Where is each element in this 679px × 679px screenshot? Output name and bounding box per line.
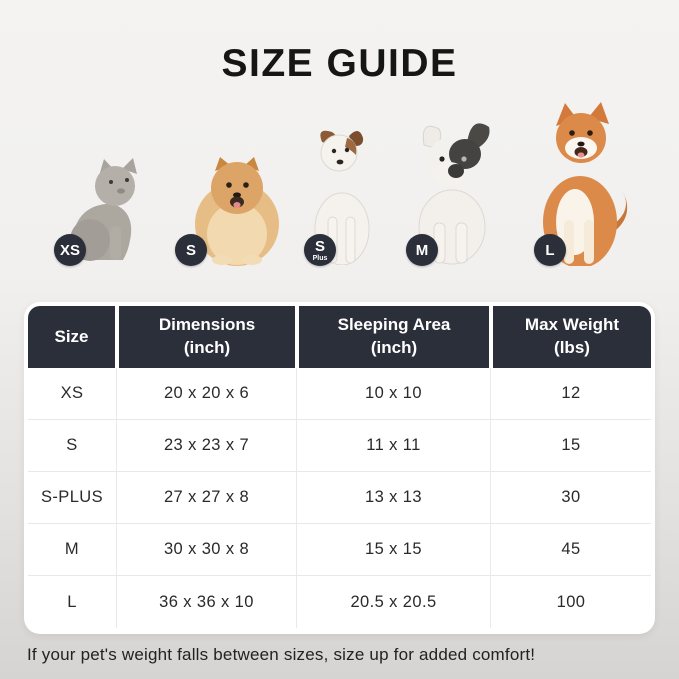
size-badge-s-plus-sublabel: Plus <box>312 254 328 262</box>
size-badge-l-label: L <box>545 241 555 259</box>
cell-size: L <box>28 576 117 628</box>
column-header-dimensions: Dimensions (inch) <box>119 306 295 368</box>
cell-dimensions: 20 x 20 x 6 <box>117 368 297 419</box>
pomeranian-image <box>180 154 295 266</box>
size-badge-xs: XS <box>54 234 86 266</box>
table-row-s-plus: S-PLUS 27 x 27 x 8 13 x 13 30 <box>28 472 651 524</box>
cell-size: M <box>28 524 117 575</box>
size-badge-m: M <box>406 234 438 266</box>
cell-dimensions: 23 x 23 x 7 <box>117 420 297 471</box>
size-badge-s-plus-label: S <box>314 237 325 255</box>
column-header-max-weight: Max Weight (lbs) <box>493 306 651 368</box>
table-row-m: M 30 x 30 x 8 15 x 15 45 <box>28 524 651 576</box>
cell-sleeping-area: 13 x 13 <box>297 472 491 523</box>
cell-max-weight: 30 <box>561 488 581 506</box>
cell-sleeping-area: 10 x 10 <box>297 368 491 419</box>
cell-max-weight: 15 <box>561 436 581 454</box>
column-header-sleeping-area: Sleeping Area (inch) <box>299 306 489 368</box>
cell-size: XS <box>28 368 117 419</box>
size-badge-s-plus: S Plus <box>304 234 336 266</box>
size-badge-s: S <box>175 234 207 266</box>
pets-row: XS S S Plus M L <box>0 90 679 266</box>
page-title: SIZE GUIDE <box>221 42 458 85</box>
cell-sleeping-area: 11 x 11 <box>297 420 491 471</box>
column-header-size: Size <box>28 306 115 368</box>
cell-sleeping-area: 20.5 x 20.5 <box>297 576 491 628</box>
table-row-xs: XS 20 x 20 x 6 10 x 10 12 <box>28 368 651 420</box>
size-badge-l: L <box>534 234 566 266</box>
cell-dimensions: 27 x 27 x 8 <box>117 472 297 523</box>
cell-max-weight: 12 <box>561 384 581 402</box>
cell-max-weight: 100 <box>556 592 586 611</box>
pomeranian-icon <box>195 157 279 266</box>
table-header-row: Size Dimensions (inch) Sleeping Area (in… <box>28 306 651 368</box>
size-table-card: Size Dimensions (inch) Sleeping Area (in… <box>24 302 655 634</box>
cell-size: S-PLUS <box>28 472 117 523</box>
table-row-l: L 36 x 36 x 10 20.5 x 20.5 100 <box>28 576 651 628</box>
size-badge-xs-label: XS <box>59 241 80 259</box>
size-badge-s-label: S <box>185 241 196 259</box>
footer-note: If your pet's weight falls between sizes… <box>27 645 536 664</box>
cell-dimensions: 36 x 36 x 10 <box>117 576 297 628</box>
cell-dimensions: 30 x 30 x 8 <box>117 524 297 575</box>
table-body: XS 20 x 20 x 6 10 x 10 12 S 23 x 23 x 7 … <box>28 368 651 628</box>
table-row-s: S 23 x 23 x 7 11 x 11 15 <box>28 420 651 472</box>
cell-sleeping-area: 15 x 15 <box>297 524 491 575</box>
size-badge-m-label: M <box>415 241 429 259</box>
cell-max-weight: 45 <box>561 540 581 558</box>
cell-size: S <box>28 420 117 471</box>
